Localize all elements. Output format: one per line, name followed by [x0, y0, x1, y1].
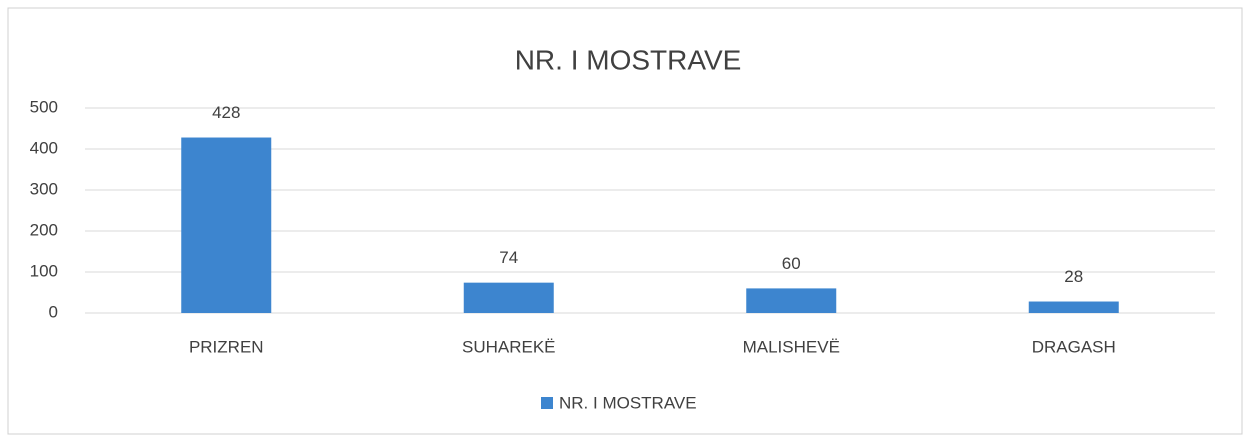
x-tick-label: DRAGASH: [1032, 337, 1116, 356]
chart-title: NR. I MOSTRAVE: [515, 44, 742, 75]
x-tick-label: PRIZREN: [189, 337, 264, 356]
data-label: 60: [782, 254, 801, 273]
y-tick-label: 300: [30, 179, 58, 198]
bar: [463, 282, 554, 313]
y-tick-label: 100: [30, 261, 58, 280]
y-tick-label: 0: [49, 302, 58, 321]
bar: [1028, 301, 1119, 313]
y-tick-label: 200: [30, 220, 58, 239]
bar: [181, 137, 272, 313]
data-label: 74: [499, 248, 518, 267]
y-tick-label: 400: [30, 138, 58, 157]
legend-label: NR. I MOSTRAVE: [559, 393, 697, 412]
legend-swatch: [541, 397, 553, 409]
bar: [746, 288, 837, 313]
x-tick-label: MALISHEVË: [743, 337, 840, 356]
data-label: 28: [1064, 267, 1083, 286]
x-tick-label: SUHAREKË: [462, 337, 556, 356]
data-label: 428: [212, 103, 240, 122]
y-tick-label: 500: [30, 97, 58, 116]
